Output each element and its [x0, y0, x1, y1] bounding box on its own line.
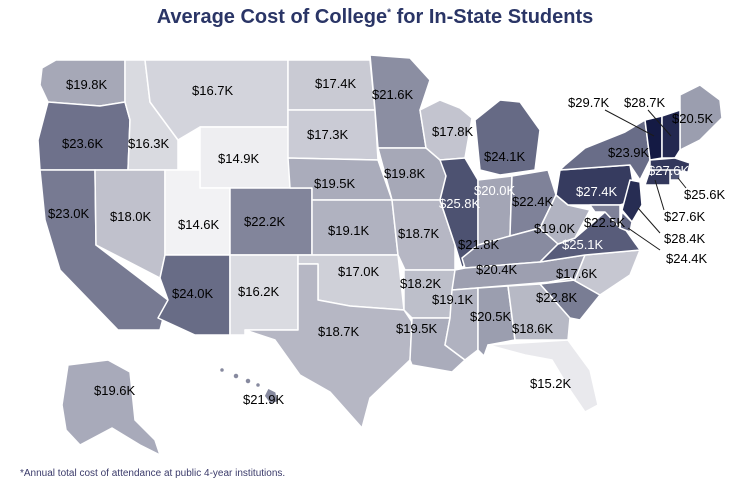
state-texas[interactable]	[244, 263, 413, 429]
state-alaska[interactable]	[61, 359, 161, 456]
leader-line-new-hampshire	[647, 109, 672, 137]
label-north-carolina: $17.6K	[556, 266, 598, 281]
label-connecticut: $27.6K	[664, 209, 706, 224]
state-florida[interactable]	[487, 339, 599, 413]
leader-line-vermont	[604, 109, 655, 137]
hawaii-islet-3	[244, 377, 252, 385]
label-louisiana: $19.5K	[396, 321, 438, 336]
label-georgia: $18.6K	[512, 321, 554, 336]
label-hawaii: $21.9K	[243, 392, 285, 407]
label-massachusetts: $27.6K	[648, 163, 690, 178]
label-pennsylvania: $27.4K	[576, 184, 618, 199]
label-maryland: $22.5K	[584, 215, 626, 230]
title-asterisk: *	[387, 7, 392, 19]
label-iowa: $19.8K	[384, 166, 426, 181]
label-oregon: $23.6K	[62, 136, 104, 151]
state-wisconsin[interactable]	[419, 99, 473, 161]
state-hawaii[interactable]	[263, 387, 279, 405]
label-kentucky: $21.8K	[458, 237, 500, 252]
label-illinois: $25.8K	[439, 196, 481, 211]
footnote: *Annual total cost of attendance at publ…	[20, 468, 286, 479]
label-south-carolina: $22.8K	[536, 290, 578, 305]
state-michigan[interactable]	[474, 99, 541, 176]
state-virginia[interactable]	[539, 211, 641, 263]
state-connecticut[interactable]	[644, 169, 671, 186]
label-wisconsin: $17.8K	[432, 124, 474, 139]
label-west-virginia: $19.0K	[534, 221, 576, 236]
map-title: Average Cost of College* for In-State St…	[0, 6, 750, 29]
state-new-jersey[interactable]	[621, 179, 643, 223]
label-alabama: $20.5K	[470, 309, 512, 324]
leader-line-rhode-island	[677, 177, 687, 189]
state-new-hampshire[interactable]	[661, 109, 681, 159]
label-montana: $16.7K	[192, 83, 234, 98]
label-north-dakota: $17.4K	[315, 76, 357, 91]
label-utah: $14.6K	[178, 217, 220, 232]
hawaii-islet-1	[218, 366, 226, 374]
label-delaware: $24.4K	[666, 251, 708, 266]
label-tennessee: $20.4K	[476, 262, 518, 277]
label-rhode-island: $25.6K	[684, 187, 726, 202]
label-alaska: $19.6K	[94, 383, 136, 398]
label-virginia: $25.1K	[562, 237, 604, 252]
label-arkansas: $18.2K	[400, 276, 442, 291]
leader-line-new-jersey	[637, 207, 661, 234]
leader-line-delaware	[627, 227, 661, 251]
label-colorado: $22.2K	[244, 214, 286, 229]
label-indiana: $20.0K	[474, 183, 516, 198]
label-new-mexico: $16.2K	[238, 284, 280, 299]
label-mississippi: $19.1K	[432, 292, 474, 307]
label-minnesota: $21.6K	[372, 87, 414, 102]
label-washington: $19.8K	[66, 77, 108, 92]
label-new-york: $23.9K	[608, 145, 650, 160]
state-north-carolina[interactable]	[539, 249, 641, 296]
label-michigan: $24.1K	[484, 149, 526, 164]
leader-line-connecticut	[654, 179, 665, 211]
label-california: $23.0K	[48, 206, 90, 221]
state-massachusetts[interactable]	[649, 157, 691, 173]
label-arizona: $24.0K	[172, 286, 214, 301]
label-ohio: $22.4K	[512, 194, 554, 209]
label-oklahoma: $17.0K	[338, 264, 380, 279]
state-maryland[interactable]	[589, 204, 621, 229]
label-south-dakota: $17.3K	[307, 127, 349, 142]
hawaii-islet-2	[232, 372, 240, 380]
label-new-hampshire: $28.7K	[624, 95, 666, 110]
label-florida: $15.2K	[530, 376, 572, 391]
label-texas: $18.7K	[318, 324, 360, 339]
label-idaho: $16.3K	[128, 136, 170, 151]
label-missouri: $18.7K	[398, 226, 440, 241]
label-kansas: $19.1K	[328, 223, 370, 238]
state-georgia[interactable]	[507, 283, 571, 341]
label-wyoming: $14.9K	[218, 151, 260, 166]
label-new-jersey: $28.4K	[664, 231, 706, 246]
title-text: Average Cost of College	[156, 6, 388, 28]
leader-lines	[604, 109, 687, 251]
label-maine: $20.5K	[672, 111, 714, 126]
title-text-rest: for In-State Students	[391, 6, 594, 28]
label-nevada: $18.0K	[110, 209, 152, 224]
label-nebraska: $19.5K	[314, 176, 356, 191]
hawaii-islet-4	[254, 381, 262, 389]
label-vermont: $29.7K	[568, 95, 610, 110]
